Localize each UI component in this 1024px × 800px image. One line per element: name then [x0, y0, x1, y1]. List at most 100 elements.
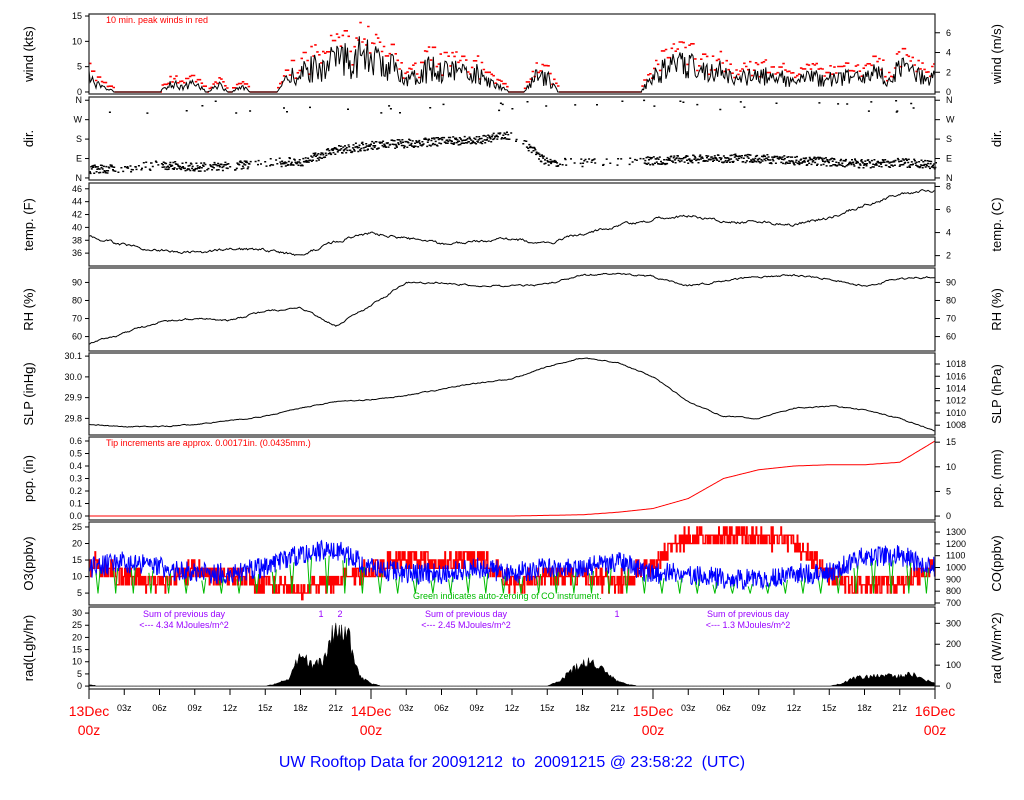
- x-tick-label: 12z: [787, 703, 802, 713]
- right-tick-label-temperature: 2: [946, 251, 951, 261]
- rh-line: [88, 272, 936, 345]
- right-tick-label-rh: 70: [946, 314, 956, 324]
- x-tick-label: 18z: [293, 703, 308, 713]
- left-tick-label-precip: 0.0: [69, 511, 82, 521]
- day-hour-label: 00z: [642, 722, 665, 738]
- radsum-label-3: Sum of previous day: [707, 609, 790, 619]
- x-tick-label: 12z: [223, 703, 238, 713]
- chart-marks: [88, 21, 937, 687]
- left-tick-label-wind: 0: [77, 87, 82, 97]
- right-tick-label-temperature: 6: [946, 205, 951, 215]
- left-tick-label-slp: 29.9: [64, 393, 82, 403]
- x-tick-label: 03z: [117, 703, 132, 713]
- left-tick-label-chem: 10: [72, 572, 82, 582]
- left-tick-label-radiation: 25: [72, 620, 82, 630]
- left-tick-label-radiation: 15: [72, 645, 82, 655]
- ylabel-left-precip: pcp. (in): [21, 455, 36, 502]
- left-tick-label-rh: 90: [72, 277, 82, 287]
- right-tick-label-temperature: 4: [946, 228, 951, 238]
- left-tick-label-precip: 0.2: [69, 486, 82, 496]
- left-tick-label-rh: 70: [72, 314, 82, 324]
- panel-frame-wind: [88, 13, 936, 95]
- x-tick-label: 09z: [187, 703, 202, 713]
- left-tick-label-precip: 0.3: [69, 474, 82, 484]
- right-tick-label-slp: 1018: [946, 359, 966, 369]
- panel-frame-chem: [88, 521, 936, 606]
- left-tick-label-radiation: 0: [77, 681, 82, 691]
- x-tick-label: 06z: [152, 703, 167, 713]
- precip-annotation: Tip increments are approx. 0.00171in. (0…: [106, 438, 311, 448]
- left-tick-label-wind: 5: [77, 62, 82, 72]
- x-tick-label: 15z: [540, 703, 555, 713]
- co-line: [88, 539, 935, 591]
- x-tick-label: 18z: [575, 703, 590, 713]
- precip-line: [89, 440, 936, 517]
- temperature-line: [88, 189, 936, 257]
- left-tick-label-wind: 10: [72, 36, 82, 46]
- radiation-area: [88, 622, 936, 687]
- peak-wind-marks: [89, 21, 936, 93]
- x-tick-label: 03z: [681, 703, 696, 713]
- right-tick-label-slp: 1016: [946, 371, 966, 381]
- ylabel-right-chem: CO(ppbv): [989, 535, 1004, 591]
- left-tick-label-precip: 0.5: [69, 449, 82, 459]
- left-tick-label-chem: 15: [72, 555, 82, 565]
- ylabel-right-slp: SLP (hPa): [989, 364, 1004, 424]
- ylabel-right-temperature: temp. (C): [989, 197, 1004, 251]
- right-tick-label-chem: 1100: [946, 551, 965, 561]
- x-tick-label: 15z: [258, 703, 273, 713]
- ylabel-left-slp: SLP (inHg): [21, 362, 36, 425]
- day-hour-label: 00z: [360, 722, 383, 738]
- panel-frame-temperature: [88, 182, 936, 267]
- right-tick-label-wind: 2: [946, 67, 951, 77]
- panel-frame-precip: [88, 436, 936, 521]
- right-tick-label-chem: 1300: [946, 527, 966, 537]
- day-label: 16Dec: [915, 703, 955, 719]
- right-tick-label-radiation: 200: [946, 639, 961, 649]
- day-label: 14Dec: [351, 703, 391, 719]
- ylabel-left-chem: O3(ppbv): [21, 536, 36, 590]
- left-tick-label-rh: 80: [72, 295, 82, 305]
- x-tick-label: 21z: [610, 703, 625, 713]
- right-tick-label-slp: 1008: [946, 420, 966, 430]
- right-tick-label-slp: 1010: [946, 408, 966, 418]
- ylabel-right-precip: pcp. (mm): [989, 449, 1004, 508]
- ylabel-left-rh: RH (%): [21, 288, 36, 331]
- left-tick-label-chem: 5: [77, 588, 82, 598]
- left-tick-label-direction: N: [76, 95, 83, 105]
- day-label: 13Dec: [69, 703, 109, 719]
- chart-title: UW Rooftop Data for 20091212 to 20091215…: [279, 754, 745, 771]
- wind-annotation: 10 min. peak winds in red: [106, 15, 208, 25]
- left-tick-label-direction: W: [74, 115, 83, 125]
- x-tick-label: 12z: [505, 703, 520, 713]
- right-tick-label-wind: 0: [946, 87, 951, 97]
- right-tick-label-chem: 900: [946, 574, 961, 584]
- right-tick-label-precip: 5: [946, 486, 951, 496]
- radsum-value-1: <--- 4.34 MJoules/m^2: [139, 620, 229, 630]
- left-tick-label-radiation: 30: [72, 608, 82, 618]
- left-tick-label-slp: 30.1: [64, 351, 82, 361]
- ylabel-right-wind: wind (m/s): [989, 24, 1004, 85]
- right-tick-label-precip: 10: [946, 462, 956, 472]
- left-tick-label-radiation: 20: [72, 632, 82, 642]
- left-tick-label-precip: 0.1: [69, 499, 82, 509]
- right-tick-label-chem: 700: [946, 598, 961, 608]
- right-tick-label-slp: 1012: [946, 396, 966, 406]
- rad-marker-1: 1: [318, 609, 323, 619]
- ylabel-left-direction: dir.: [21, 130, 36, 147]
- right-tick-label-rh: 90: [946, 277, 956, 287]
- right-tick-label-direction: W: [946, 115, 955, 125]
- panel-frame-direction: [88, 96, 936, 181]
- left-tick-label-temperature: 36: [72, 248, 82, 258]
- left-tick-label-direction: N: [76, 173, 83, 183]
- right-tick-label-chem: 800: [946, 586, 961, 596]
- left-tick-label-temperature: 46: [72, 184, 82, 194]
- right-tick-label-radiation: 0: [946, 681, 951, 691]
- ylabel-right-direction: dir.: [989, 130, 1004, 147]
- co-auto-zero-segments: [95, 555, 929, 594]
- slp-line: [88, 357, 936, 432]
- day-label: 15Dec: [633, 703, 673, 719]
- day-hour-label: 00z: [924, 722, 947, 738]
